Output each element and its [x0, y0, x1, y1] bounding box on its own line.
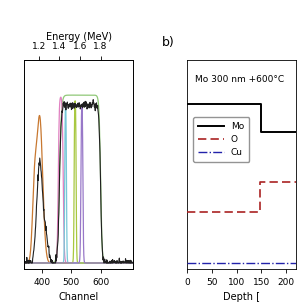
Text: b): b) [162, 36, 174, 49]
X-axis label: Channel: Channel [58, 292, 99, 302]
X-axis label: Energy (MeV): Energy (MeV) [46, 32, 111, 42]
X-axis label: Depth [: Depth [ [223, 292, 260, 302]
Legend: Mo, O, Cu: Mo, O, Cu [193, 117, 249, 162]
Text: Mo 300 nm +600°C: Mo 300 nm +600°C [195, 75, 284, 84]
